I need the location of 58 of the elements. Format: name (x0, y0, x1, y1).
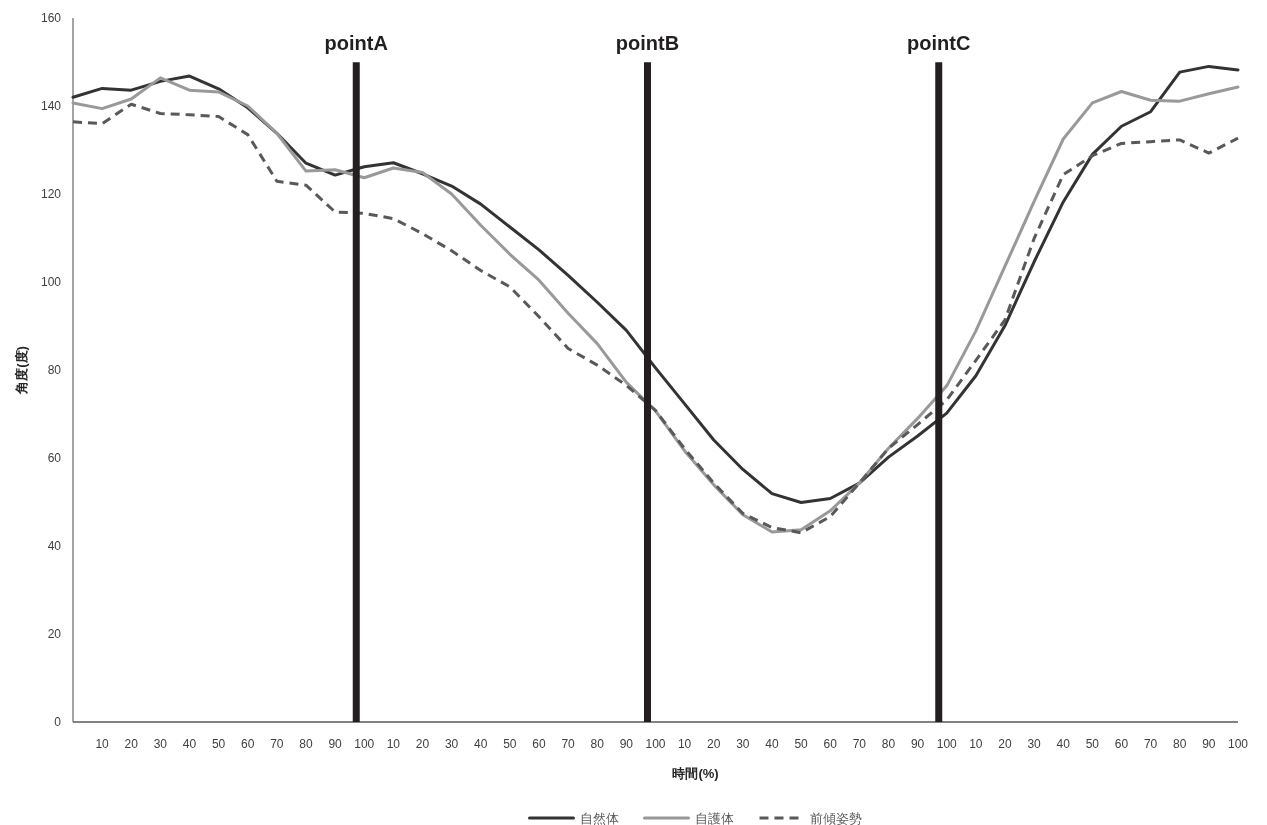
x-tick-label: 50 (1085, 737, 1100, 751)
x-tick-label: 50 (211, 737, 226, 751)
annotation: pointC (907, 32, 971, 55)
y-tick-label: 20 (47, 627, 62, 641)
x-tick-label: 10 (95, 737, 110, 751)
x-tick-label: 80 (1173, 737, 1187, 751)
y-tick-label: 40 (47, 539, 62, 553)
x-tick-label: 20 (998, 737, 1012, 751)
x-tick-label: 80 (299, 737, 313, 751)
plot: 0 20 40 60 80 100 120 140 160 10 20 30 40 50 60 70 80 90 100 10 20 30 40 50 60 70 80 90 100 10 20 30 40 50 60 70 80 90 100 10 20 30 40 50 60 70 80 90 100 pointA pointB pointC (40, 11, 1248, 751)
legend-label: 自護体 (694, 811, 734, 825)
x-tick-label: 20 (124, 737, 139, 751)
x-tick-label: 100 (354, 737, 375, 751)
x-tick-label: 60 (823, 737, 838, 751)
x-tick-label: 30 (153, 737, 168, 751)
x-tick-label: 40 (182, 737, 197, 751)
x-tick-label: 30 (444, 737, 459, 751)
y-tick-label: 0 (54, 715, 62, 729)
x-tick-label: 10 (386, 737, 401, 751)
legend-label: 前傾姿勢 (809, 811, 862, 825)
x-tick-label: 50 (794, 737, 809, 751)
x-tick-label: 90 (910, 737, 925, 751)
x-tick-label: 80 (590, 737, 605, 751)
x-tick-label: 70 (561, 737, 576, 751)
y-tick-label: 160 (40, 11, 62, 25)
y-tick-label: 100 (40, 275, 62, 289)
y-tick-label: 60 (47, 451, 62, 465)
x-tick-label: 20 (415, 737, 430, 751)
annotation: pointA (324, 32, 388, 55)
y-axis-title: 角度(度) (14, 346, 29, 395)
x-tick-label: 60 (1114, 737, 1129, 751)
x-tick-label: 30 (736, 737, 750, 751)
x-tick-label: 50 (503, 737, 517, 751)
x-tick-label: 90 (1202, 737, 1216, 751)
legend-label: 自然体 (579, 811, 619, 825)
x-tick-label: 70 (1143, 737, 1158, 751)
x-tick-label: 100 (645, 737, 666, 751)
x-tick-label: 60 (532, 737, 546, 751)
x-tick-label: 40 (765, 737, 779, 751)
x-tick-label: 40 (474, 737, 488, 751)
y-tick-label: 140 (40, 99, 62, 113)
x-tick-label: 70 (852, 737, 867, 751)
x-tick-label: 100 (1227, 737, 1249, 751)
x-axis-title: 時間(%) (672, 766, 719, 781)
annotation: pointB (615, 32, 680, 55)
x-tick-label: 90 (328, 737, 343, 751)
x-tick-label: 20 (707, 737, 721, 751)
x-tick-label: 70 (270, 737, 284, 751)
x-tick-label: 100 (936, 737, 958, 751)
y-tick-label: 80 (47, 363, 62, 377)
x-tick-label: 90 (619, 737, 634, 751)
x-tick-label: 10 (969, 737, 983, 751)
x-tick-label: 40 (1056, 737, 1071, 751)
x-tick-label: 60 (241, 737, 255, 751)
x-tick-label: 80 (881, 737, 896, 751)
x-tick-label: 30 (1027, 737, 1042, 751)
y-tick-label: 120 (40, 187, 62, 201)
x-tick-label: 10 (677, 737, 692, 751)
